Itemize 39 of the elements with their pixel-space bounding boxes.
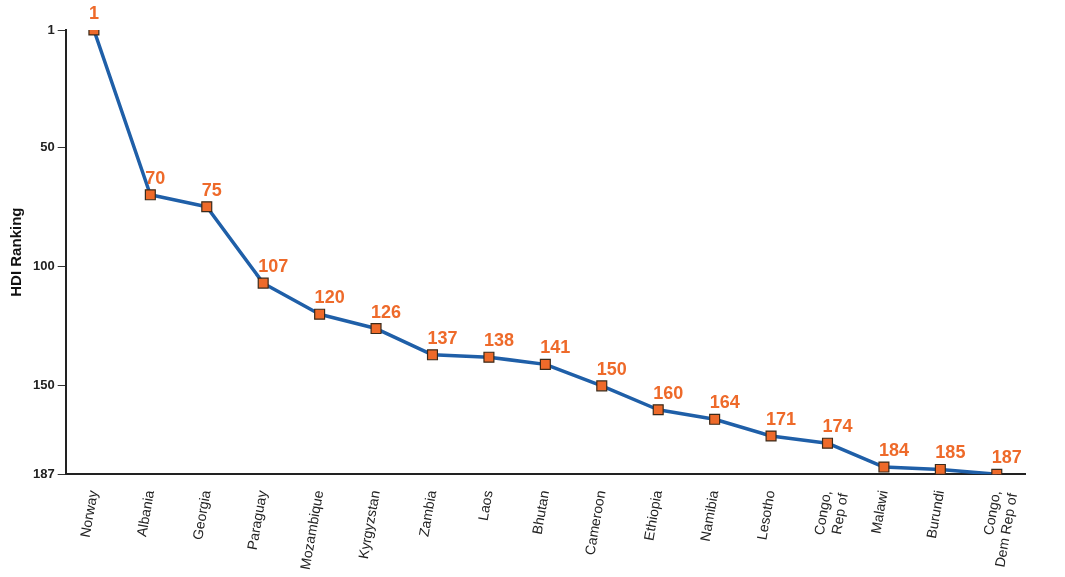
data-label: 185 <box>935 442 966 463</box>
data-label: 137 <box>427 327 458 348</box>
data-label: 107 <box>258 256 289 277</box>
x-tick-label: Norway <box>76 489 101 539</box>
data-label: 75 <box>201 179 222 200</box>
data-label: 1 <box>88 2 99 23</box>
data-label: 184 <box>878 440 909 461</box>
y-tick-label: 1 <box>47 21 55 37</box>
x-tick-label: Kyrgyzstan <box>355 489 383 561</box>
data-label: 141 <box>540 337 571 358</box>
y-tick-label: 150 <box>32 377 55 393</box>
data-label: 126 <box>371 301 402 322</box>
x-tick-label: Cameroon <box>581 489 609 557</box>
y-tick-label: 50 <box>40 138 55 154</box>
data-label: 160 <box>653 382 684 403</box>
data-label: 187 <box>991 447 1022 468</box>
x-tick-label: Zambia <box>415 488 440 538</box>
x-tick-label: Lesotho <box>753 488 778 541</box>
x-tick-label: Bhutan <box>528 489 553 536</box>
x-tick-label: Congo, Dem Rep of <box>979 489 1021 569</box>
x-tick-label: Congo, Rep of <box>810 489 851 537</box>
x-tick-label: Ethiopia <box>640 488 665 542</box>
y-axis-title: HDI Ranking <box>7 207 25 297</box>
data-label: 70 <box>145 167 166 188</box>
data-label: 150 <box>596 358 627 379</box>
data-label: 174 <box>822 416 853 437</box>
x-tick-label: Laos <box>474 489 496 522</box>
data-label: 120 <box>314 287 345 308</box>
data-label: 138 <box>483 330 514 351</box>
y-tick-label: 187 <box>32 465 55 481</box>
x-tick-label: Georgia <box>189 488 214 541</box>
x-tick-label: Burundi <box>922 489 948 540</box>
x-tick-label: Paraguay <box>243 489 270 551</box>
x-tick-label: Albania <box>133 488 158 538</box>
y-tick-label: 100 <box>32 258 55 274</box>
x-tick-label: Namibia <box>696 488 722 543</box>
data-label: 164 <box>709 392 740 413</box>
x-tick-label: Malawi <box>867 489 891 535</box>
data-label: 171 <box>766 408 797 429</box>
